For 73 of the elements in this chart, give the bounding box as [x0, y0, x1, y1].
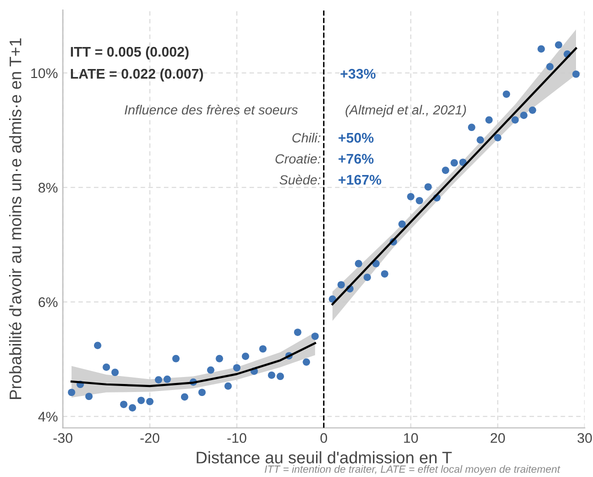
point [233, 364, 240, 372]
point [68, 388, 76, 396]
point [216, 354, 224, 362]
point [302, 358, 310, 366]
point [520, 112, 528, 120]
point [476, 136, 484, 144]
point [364, 274, 371, 281]
point [338, 281, 345, 288]
point [259, 345, 267, 353]
x-tick-label: -20 [140, 433, 160, 443]
x-tick-label: 30 [578, 433, 592, 443]
y-tick-label: 8% [38, 182, 58, 193]
point [180, 393, 188, 401]
line-series [70, 342, 316, 388]
y-tick-label: 6% [38, 297, 58, 308]
annotation: Croatie: [276, 154, 320, 164]
point [85, 392, 93, 400]
point [111, 368, 119, 376]
point [398, 220, 406, 228]
point [407, 192, 414, 200]
point [546, 63, 554, 70]
x-tick-label: -10 [227, 433, 246, 443]
point [311, 332, 319, 340]
annotation: +76% [338, 154, 374, 164]
annotation: Influence des frères et soeurs [124, 104, 298, 115]
point [424, 183, 432, 191]
point [120, 400, 128, 408]
annotation: ITT = 0.005 (0.002) [70, 46, 189, 60]
annotation: (Altmejd et al., 2021) [346, 104, 466, 118]
point [494, 134, 502, 142]
point [511, 116, 519, 124]
point [94, 342, 102, 350]
annotation: LATE = 0.022 (0.007) [70, 68, 203, 82]
x-tick-label: 20 [490, 433, 505, 443]
point [554, 41, 562, 49]
point [572, 70, 580, 78]
x-axis-title: Distance au seuil d'admission en T [196, 451, 452, 464]
point [502, 90, 510, 98]
point [137, 396, 145, 404]
point [528, 106, 536, 114]
point [442, 166, 450, 174]
point [485, 116, 493, 124]
text: ITT = intention de traiter, LATE = effet local moyen de traitement [264, 465, 560, 475]
point [268, 372, 276, 379]
point [450, 159, 458, 167]
point [154, 376, 162, 384]
annotation: Chili: [292, 132, 320, 143]
x-tick-label: 10 [404, 433, 418, 443]
y-tick-label: 4% [38, 412, 58, 422]
point [416, 196, 424, 204]
annotation: Suède: [280, 174, 320, 185]
point [276, 372, 284, 380]
point [128, 404, 136, 412]
point [380, 270, 388, 278]
point [172, 354, 180, 362]
point [164, 376, 171, 383]
x-tick-label: -30 [53, 433, 72, 443]
point [468, 124, 476, 132]
point [294, 328, 302, 336]
point [146, 398, 154, 406]
point [354, 260, 362, 268]
point [198, 388, 206, 396]
x-tick-label: 0 [320, 433, 328, 443]
point [242, 352, 250, 360]
annotation: +167% [338, 174, 382, 185]
y-axis-title: Probabilité d'avoir au moins un·e admis·e en T+1 [8, 38, 22, 399]
point [102, 364, 110, 371]
annotation: +33% [340, 68, 376, 79]
point [207, 366, 214, 374]
y-tick-label: 10% [31, 68, 58, 78]
point [538, 45, 545, 53]
point [224, 382, 232, 390]
annotation: +50% [338, 132, 374, 143]
